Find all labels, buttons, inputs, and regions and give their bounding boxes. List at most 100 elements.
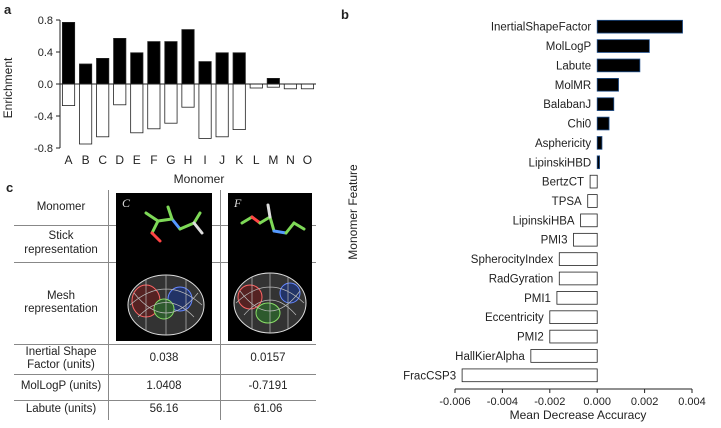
feature-label: SpherocityIndex [471, 254, 554, 266]
feature-label: RadGyration [489, 273, 554, 285]
y-tick-label: -0.8 [34, 143, 53, 155]
importance-bar-MolLogP [596, 39, 650, 53]
feature-label: MolLogP [546, 41, 592, 53]
positive-enrichment-bar-M [266, 78, 280, 85]
monomer-f-mesh [233, 272, 307, 334]
logp-value-c: 1.0408 [146, 380, 182, 393]
x-tick-label: H [184, 153, 193, 167]
labute-value-f: 61.06 [253, 403, 283, 416]
x-tick-label: D [115, 153, 124, 167]
row-label-mesh: Mesh representation [24, 289, 98, 315]
importance-bar-BalabanJ [596, 97, 615, 111]
x-tick-label: I [203, 153, 206, 167]
positive-enrichment-bar-H [181, 29, 195, 85]
property-table: Monomer Stick representation Mesh repres… [14, 190, 316, 420]
row-label-monomer: Monomer [36, 200, 86, 213]
importance-bar-HallKierAlpha [530, 349, 598, 363]
feature-label: PMI1 [524, 293, 551, 305]
x-tick-label: -0.004 [487, 396, 518, 408]
negative-enrichment-bar-A [61, 83, 76, 107]
monomer-c-mesh [127, 274, 205, 336]
negative-enrichment-bar-D [113, 83, 127, 106]
feature-label: InertialShapeFactor [491, 22, 592, 34]
positive-enrichment-bar-F [147, 41, 161, 85]
importance-bar-Chi0 [596, 116, 610, 131]
importance-bar-Labute [596, 58, 641, 73]
importance-bar-LipinskiHBA [580, 213, 598, 228]
positive-enrichment-bar-I [198, 61, 212, 85]
x-tick-label: C [98, 153, 107, 167]
negative-enrichment-bar-K [232, 83, 246, 130]
importance-bar-Asphericity [596, 136, 603, 150]
positive-enrichment-bar-B [79, 63, 93, 85]
row-label-stick: Stick representation [24, 230, 98, 256]
importance-bar-MolMR [596, 77, 619, 92]
y-tick-label: 0.4 [38, 47, 53, 59]
x-tick-label: J [219, 153, 225, 167]
monomer-c-structure [127, 205, 205, 336]
monomer-f-label: F [234, 196, 242, 210]
column-divider [220, 190, 221, 420]
logp-value-f: -0.7191 [248, 380, 288, 393]
feature-label: BertzCT [542, 177, 584, 189]
positive-enrichment-bar-G [164, 41, 178, 85]
feature-label: TPSA [552, 196, 582, 208]
x-tick-label: E [133, 153, 141, 167]
feature-label: Asphericity [535, 138, 591, 150]
importance-bar-Eccentricity [549, 310, 598, 325]
negative-enrichment-bar-I [198, 83, 212, 139]
feature-label: Labute [556, 60, 591, 72]
x-tick-label: 0.000 [583, 396, 611, 408]
positive-enrichment-bar-J [215, 52, 229, 85]
y-axis-label: Monomer Feature [346, 164, 360, 260]
x-tick-label: N [286, 153, 295, 167]
x-tick-label: -0.002 [534, 396, 565, 408]
y-axis-label: Enrichment [1, 57, 15, 118]
monomer-f-image: F [228, 193, 312, 341]
positive-enrichment-bar-D [113, 38, 127, 85]
x-tick-label: 0.004 [678, 396, 706, 408]
feature-label: MolMR [555, 80, 591, 92]
panel-a-letter: a [4, 2, 12, 17]
x-tick-label: G [166, 153, 175, 167]
feature-label: LipinskiHBA [513, 215, 575, 227]
row-divider [14, 374, 316, 375]
row-label-labute: Labute (units) [25, 403, 97, 416]
importance-bar-BertzCT [589, 174, 598, 189]
x-axis-label: Monomer [174, 172, 225, 186]
importance-bar-PMI1 [556, 291, 598, 305]
negative-enrichment-bar-H [181, 83, 195, 108]
panel-b-letter: b [341, 7, 349, 22]
negative-enrichment-bar-J [215, 83, 229, 138]
x-tick-label: 0.002 [631, 396, 659, 408]
feature-label: FracCSP3 [403, 370, 456, 382]
x-tick-label: -0.006 [439, 396, 470, 408]
feature-importance-chart: b Monomer Feature Mean Decrease Accuracy… [341, 7, 706, 422]
y-tick-label: 0.0 [38, 79, 53, 91]
negative-enrichment-bar-E [130, 83, 144, 134]
isf-value-c: 0.038 [149, 352, 179, 365]
x-tick-label: F [150, 153, 157, 167]
feature-label: BalabanJ [543, 99, 591, 111]
monomer-c-image: C [116, 193, 212, 341]
monomer-c-stick-model [144, 205, 204, 243]
negative-enrichment-bar-B [79, 83, 93, 145]
negative-enrichment-bar-N [283, 83, 297, 90]
negative-enrichment-bar-F [147, 83, 161, 130]
panel-c-letter: c [6, 180, 14, 195]
enrichment-chart: a Enrichment Monomer 0.8 0.4 0.0 -0.4 -0.8 A… [1, 2, 316, 186]
positive-enrichment-bar-E [130, 52, 144, 85]
isf-value-f: 0.0157 [250, 352, 286, 365]
positive-enrichment-bar-C [96, 58, 110, 85]
negative-enrichment-bar-G [164, 83, 178, 124]
negative-enrichment-bar-L [249, 83, 263, 89]
labute-value-c: 56.16 [149, 403, 179, 416]
importance-bar-PMI2 [549, 329, 598, 344]
y-tick-label: -0.4 [34, 111, 53, 123]
positive-enrichment-bar-K [232, 52, 246, 85]
x-tick-label: M [268, 153, 278, 167]
monomer-c-label: C [122, 196, 131, 210]
x-tick-label: B [82, 153, 90, 167]
column-divider [108, 190, 109, 420]
feature-label: HallKierAlpha [455, 351, 525, 363]
